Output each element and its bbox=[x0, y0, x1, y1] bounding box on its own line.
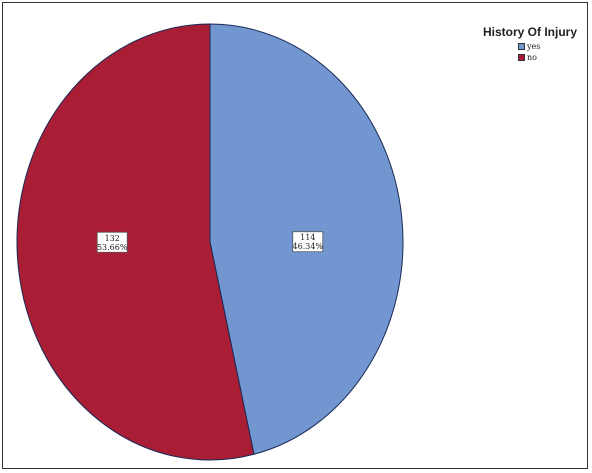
legend-item-yes: yes bbox=[518, 41, 577, 52]
legend: History Of Injury yes no bbox=[483, 25, 577, 63]
slice-percent-yes: 46.34% bbox=[293, 242, 324, 251]
legend-swatch-no bbox=[518, 54, 525, 61]
legend-swatch-yes bbox=[518, 43, 525, 50]
pie-slice-no bbox=[16, 23, 255, 461]
slice-count-yes: 114 bbox=[300, 233, 315, 242]
slice-label-box-no bbox=[96, 231, 128, 253]
legend-title: History Of Injury bbox=[483, 25, 578, 39]
slice-label-box-yes bbox=[292, 231, 324, 253]
slice-count-no: 132 bbox=[105, 234, 120, 243]
legend-item-no: no bbox=[518, 52, 577, 63]
slice-percent-no: 53.66% bbox=[97, 243, 128, 252]
legend-label-yes: yes bbox=[527, 42, 541, 51]
legend-label-no: no bbox=[527, 53, 537, 62]
